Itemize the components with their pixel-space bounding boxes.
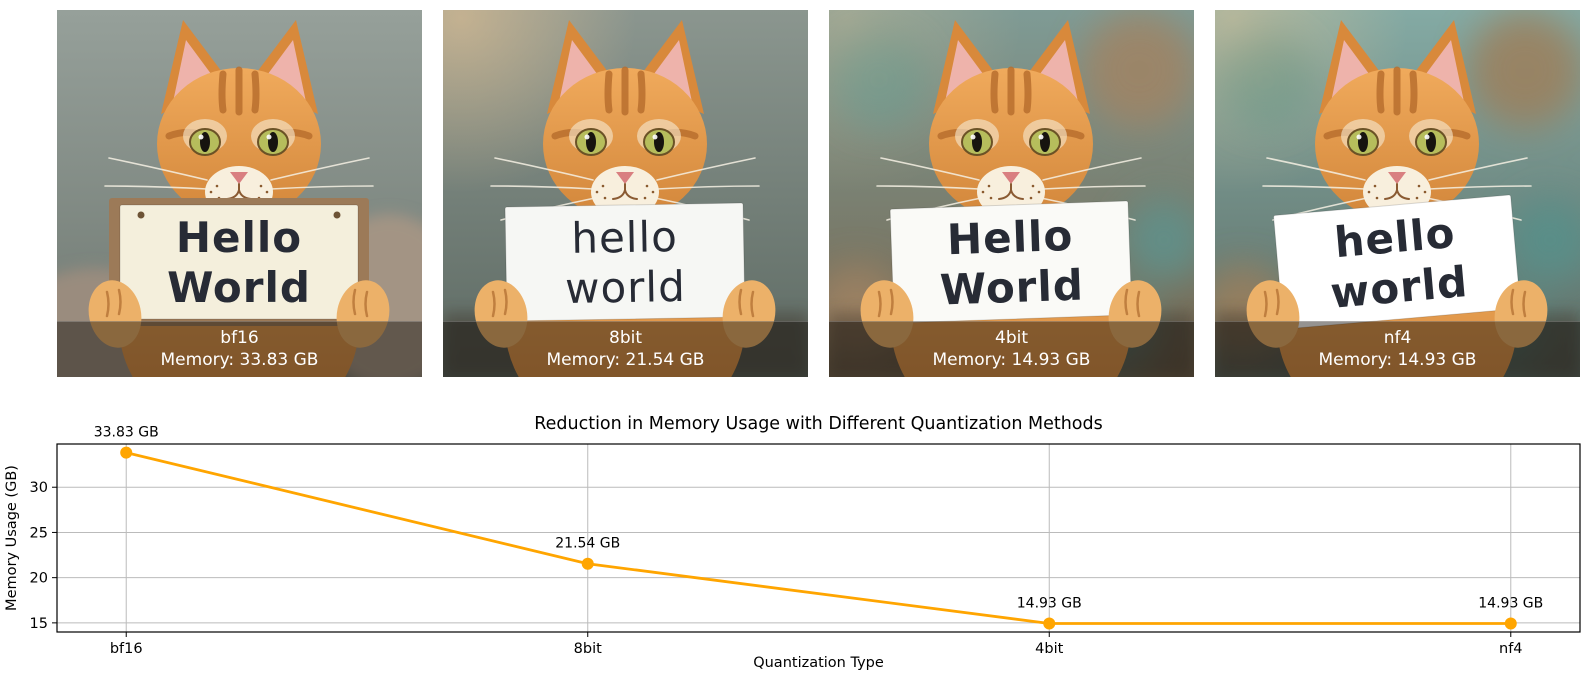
caption-overlay: bf16 Memory: 33.83 GB	[57, 321, 422, 377]
point-annotation: 14.93 GB	[1478, 595, 1543, 611]
sign-text-line2: World	[167, 263, 311, 312]
caption-overlay: 8bit Memory: 21.54 GB	[443, 321, 808, 377]
x-tick-label: 4bit	[1035, 641, 1063, 657]
chart-title: Reduction in Memory Usage with Different…	[534, 414, 1102, 434]
data-point-marker	[581, 557, 594, 570]
memory-usage-label: Memory: 21.54 GB	[546, 350, 705, 370]
data-point-marker	[120, 446, 133, 459]
caption-overlay: 4bit Memory: 14.93 GB	[829, 321, 1194, 377]
cat-photo: hello world	[1215, 10, 1580, 377]
memory-usage-label: Memory: 33.83 GB	[160, 350, 319, 370]
sign-text-line1: hello	[571, 212, 678, 263]
quantization-label: bf16	[220, 328, 259, 348]
x-tick-label: nf4	[1499, 641, 1523, 657]
cat-image-panel: hello world nf4 Memory: 14.93 GB	[1215, 10, 1580, 377]
hello-world-sign: Hello World	[889, 200, 1133, 324]
cat-paws	[1246, 280, 1548, 348]
hello-world-sign: hello world	[504, 202, 746, 322]
cat-image-panel: Hello World bf16 Memory: 33.83 GB	[57, 10, 422, 377]
data-point-marker	[1043, 617, 1056, 630]
y-tick-label: 15	[30, 616, 48, 632]
cat-image-panel: Hello World 4bit Memory: 14.93 GB	[829, 10, 1194, 377]
point-annotation: 33.83 GB	[94, 425, 159, 441]
sign-text-line1: hello	[1332, 208, 1457, 267]
memory-usage-label: Memory: 14.93 GB	[1318, 350, 1477, 370]
y-tick-label: 30	[30, 480, 48, 496]
memory-usage-label: Memory: 14.93 GB	[932, 350, 1091, 370]
x-tick-label: bf16	[110, 641, 143, 657]
memory-usage-line	[125, 451, 1511, 625]
cat-image-panel: hello world 8bit Memory: 21.54 GB	[443, 10, 808, 377]
point-annotation: 21.54 GB	[555, 536, 620, 552]
y-tick-label: 20	[30, 571, 48, 587]
point-annotation: 14.93 GB	[1017, 595, 1082, 611]
hello-world-sign: Hello World	[109, 198, 369, 326]
x-tick-label: 8bit	[574, 641, 602, 657]
quantization-label: 4bit	[995, 328, 1028, 348]
cat-photo: hello world	[443, 10, 808, 377]
memory-usage-chart: 15 20 25 30 bf16 8bit 4bit nf4 33.83 GB 21.54 GB 1…	[4, 414, 1581, 671]
cat-paws	[860, 280, 1162, 348]
hello-world-sign: hello world	[1273, 194, 1521, 330]
cat-photo: Hello World	[829, 10, 1194, 377]
data-point-marker	[1504, 617, 1517, 630]
cat-paws	[88, 280, 390, 348]
cat-paws	[474, 280, 776, 348]
sign-text-line1: Hello	[946, 211, 1074, 264]
sign-text-line2: world	[1328, 257, 1470, 318]
caption-overlay: nf4 Memory: 14.93 GB	[1215, 321, 1580, 377]
quantization-label: nf4	[1383, 328, 1412, 348]
cat-photo: Hello World	[57, 10, 422, 377]
y-axis-label: Memory Usage (GB)	[4, 465, 20, 611]
y-tick-label: 25	[30, 525, 48, 541]
x-axis-label: Quantization Type	[753, 655, 884, 671]
sign-text-line2: World	[939, 260, 1084, 314]
plot-border	[56, 443, 1581, 633]
sign-text-line2: world	[565, 262, 686, 313]
sign-text-line1: Hello	[176, 213, 302, 262]
quantization-label: 8bit	[609, 328, 642, 348]
